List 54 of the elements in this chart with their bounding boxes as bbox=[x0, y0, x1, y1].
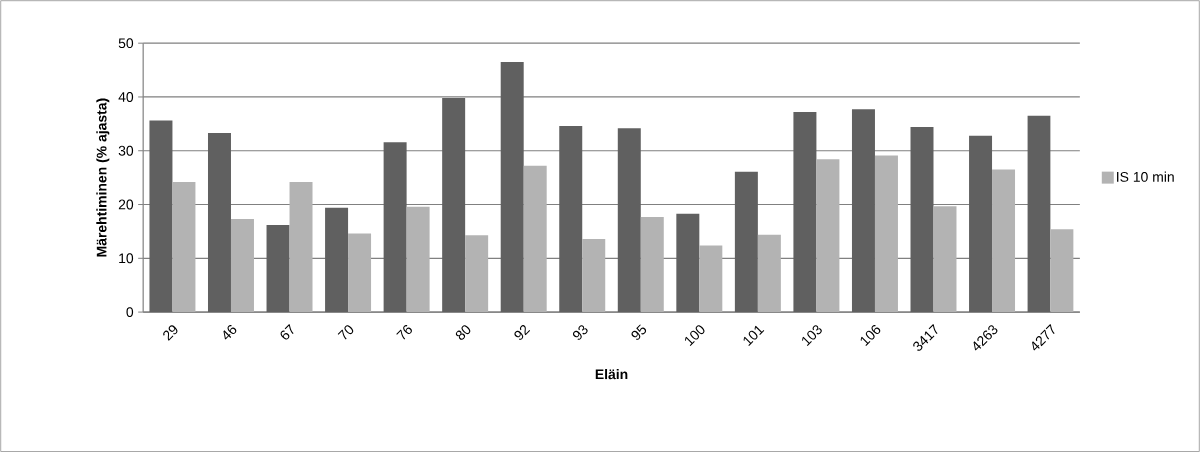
y-tick-label: 0 bbox=[126, 307, 134, 317]
bar bbox=[523, 165, 547, 312]
bar bbox=[582, 238, 606, 312]
x-tick-label: 103 bbox=[802, 325, 822, 346]
x-tick-label: 80 bbox=[455, 325, 471, 340]
bar bbox=[676, 213, 700, 312]
y-tick-label: 30 bbox=[118, 145, 134, 156]
bar bbox=[617, 128, 641, 312]
x-tick-label: 92 bbox=[514, 324, 531, 340]
bar bbox=[230, 218, 254, 312]
bar bbox=[699, 245, 723, 312]
bar bbox=[757, 234, 781, 312]
bar bbox=[992, 169, 1016, 312]
bar bbox=[465, 235, 489, 312]
x-tick-label: 76 bbox=[396, 324, 412, 340]
bar bbox=[851, 109, 875, 312]
bar bbox=[348, 233, 372, 312]
x-tick-label: 46 bbox=[223, 324, 237, 340]
bar bbox=[266, 224, 290, 312]
bar bbox=[640, 216, 664, 312]
bar bbox=[734, 171, 758, 312]
bar bbox=[816, 159, 840, 312]
bar bbox=[207, 132, 231, 312]
x-axis-title: Eläin bbox=[595, 368, 628, 380]
bar bbox=[149, 120, 173, 312]
x-tick-label: 29 bbox=[163, 325, 178, 341]
y-axis-title: Märehtiminen (% ajasta) bbox=[96, 98, 110, 257]
bar bbox=[1050, 229, 1074, 312]
bar bbox=[1027, 115, 1051, 312]
bar bbox=[325, 207, 349, 312]
y-tick-label: 10 bbox=[119, 253, 134, 264]
y-tick-label: 20 bbox=[118, 199, 134, 210]
bar bbox=[289, 181, 313, 312]
x-tick-label: 93 bbox=[572, 325, 588, 340]
y-tick-label: 40 bbox=[118, 91, 134, 102]
legend-label: IS 10 min bbox=[1117, 171, 1174, 182]
bar bbox=[969, 135, 993, 312]
x-tick-label: 100 bbox=[685, 325, 705, 346]
bar bbox=[172, 181, 196, 312]
bar bbox=[442, 97, 466, 312]
x-tick-label: 67 bbox=[280, 323, 294, 340]
x-tick-label: 70 bbox=[337, 325, 354, 340]
bar bbox=[383, 142, 407, 312]
x-tick-label: 95 bbox=[631, 324, 647, 340]
bar bbox=[933, 206, 957, 312]
bar bbox=[910, 126, 934, 312]
y-tick-label: 50 bbox=[118, 38, 134, 49]
x-tick-label: 101 bbox=[743, 325, 765, 346]
bar bbox=[559, 125, 583, 312]
bar bbox=[874, 155, 898, 312]
x-tick-label: 106 bbox=[860, 324, 881, 346]
bar bbox=[793, 111, 817, 312]
bar bbox=[500, 61, 524, 312]
bar bbox=[406, 206, 430, 312]
